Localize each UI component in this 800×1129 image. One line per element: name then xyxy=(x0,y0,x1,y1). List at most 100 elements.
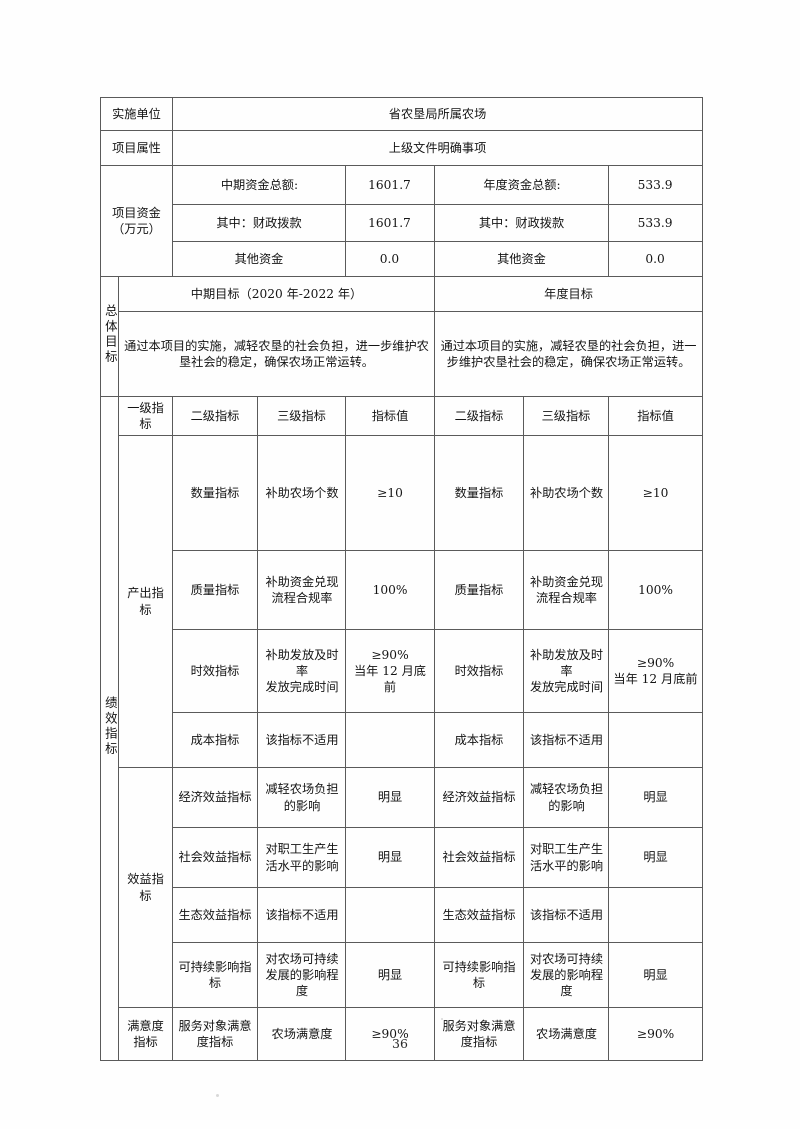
table-row-indicator: 满意度指标 服务对象满意度指标 农场满意度 ≥90% 服务对象满意度指标 农场满… xyxy=(101,1007,704,1061)
level1-satisfaction-label: 满意度指标 xyxy=(118,1007,173,1061)
year-level2: 社会效益指标 xyxy=(434,827,524,888)
mid-value: ≥10 xyxy=(345,435,435,551)
year-fiscal-value: 533.9 xyxy=(607,204,704,242)
mid-value: 明显 xyxy=(345,767,435,828)
header-level1: 一级指标 xyxy=(118,396,173,436)
project-attribute-label: 项目属性 xyxy=(100,130,173,166)
year-value xyxy=(607,712,704,768)
mid-goal-header: 中期目标（2020 年-2022 年） xyxy=(118,276,435,312)
mid-value xyxy=(345,887,435,943)
implementing-unit-value: 省农垦局所属农场 xyxy=(171,97,704,131)
table-row-indicator: 质量指标 补助资金兑现流程合规率 100% 质量指标 补助资金兑现流程合规率 1… xyxy=(101,550,704,630)
mid-value: 明显 xyxy=(345,942,435,1008)
project-funds-label-line1: 项目资金 xyxy=(112,205,161,220)
year-level3: 补助发放及时率 发放完成时间 xyxy=(523,629,609,713)
year-level3: 该指标不适用 xyxy=(523,887,609,943)
year-level3: 农场满意度 xyxy=(523,1007,609,1061)
overall-goals-label-text: 总体目标 xyxy=(103,303,119,366)
page-number: 36 xyxy=(392,1036,408,1051)
table-row-indicator: 效益指标 经济效益指标 减轻农场负担的影响 明显 经济效益指标 减轻农场负担的影… xyxy=(101,767,704,1008)
year-level2: 时效指标 xyxy=(434,629,524,713)
implementing-unit-label: 实施单位 xyxy=(100,97,173,131)
mid-level2: 可持续影响指标 xyxy=(172,942,258,1008)
mid-other-value: 0.0 xyxy=(345,241,435,277)
mid-level3: 该指标不适用 xyxy=(257,887,346,943)
performance-indicators-label: 绩效指标 xyxy=(100,396,119,1061)
scan-speck xyxy=(441,1018,443,1020)
header-mid-level3: 三级指标 xyxy=(257,396,346,436)
year-level2: 成本指标 xyxy=(434,712,524,768)
mid-level2: 经济效益指标 xyxy=(172,767,258,828)
year-level3: 补助资金兑现流程合规率 xyxy=(523,550,609,630)
year-goal-header: 年度目标 xyxy=(433,276,704,312)
year-level2: 数量指标 xyxy=(434,435,524,551)
year-level2: 生态效益指标 xyxy=(434,887,524,943)
header-year-level2: 二级指标 xyxy=(434,396,524,436)
table-row-goals-body: 通过本项目的实施，减轻农垦的社会负担，进一步维护农垦社会的稳定，确保农场正常运转… xyxy=(101,311,704,397)
year-level2: 服务对象满意度指标 xyxy=(434,1007,524,1061)
mid-level3: 减轻农场负担的影响 xyxy=(257,767,346,828)
level1-benefit-label: 效益指标 xyxy=(118,767,173,1008)
table-row-funds-other: 其他资金 0.0 其他资金 0.0 xyxy=(101,241,704,277)
mid-level2: 服务对象满意度指标 xyxy=(172,1007,258,1061)
table-row-indicator: 生态效益指标 该指标不适用 生态效益指标 该指标不适用 xyxy=(101,887,704,943)
table-row-indicator: 时效指标 补助发放及时率 发放完成时间 ≥90% 当年 12 月底前 时效指标 … xyxy=(101,629,704,713)
header-mid-value: 指标值 xyxy=(345,396,435,436)
year-level2: 可持续影响指标 xyxy=(434,942,524,1008)
header-year-value: 指标值 xyxy=(607,396,704,436)
year-level3: 对职工生产生活水平的影响 xyxy=(523,827,609,888)
performance-indicators-label-text: 绩效指标 xyxy=(103,695,119,758)
year-level3: 补助农场个数 xyxy=(523,435,609,551)
scan-speck xyxy=(216,1094,219,1097)
year-goal-text: 通过本项目的实施，减轻农垦的社会负担，进一步维护农垦社会的稳定，确保农场正常运转… xyxy=(433,311,704,397)
year-level3: 减轻农场负担的影响 xyxy=(523,767,609,828)
mid-total-label: 中期资金总额: xyxy=(172,165,346,205)
table-row-indicator: 产出指标 数量指标 补助农场个数 ≥10 数量指标 补助农场个数 ≥10 xyxy=(101,435,704,768)
table-row-indicator: 可持续影响指标 对农场可持续发展的影响程度 明显 可持续影响指标 对农场可持续发… xyxy=(101,942,704,1008)
table-row-project-attribute: 项目属性 上级文件明确事项 xyxy=(100,130,704,166)
year-value: 明显 xyxy=(607,767,704,828)
mid-fiscal-label: 其中：财政拨款 xyxy=(172,204,346,242)
table-row-funds-total: 项目资金 （万元） 中期资金总额: 1601.7 年度资金总额: 533.9 xyxy=(100,165,704,277)
mid-value: ≥90% xyxy=(345,1007,435,1061)
table-row-indicator: 成本指标 该指标不适用 成本指标 该指标不适用 xyxy=(101,712,704,768)
year-level3: 该指标不适用 xyxy=(523,712,609,768)
mid-level3: 补助农场个数 xyxy=(257,435,346,551)
mid-level3: 对农场可持续发展的影响程度 xyxy=(257,942,346,1008)
year-level2: 质量指标 xyxy=(434,550,524,630)
level1-output-label: 产出指标 xyxy=(118,435,173,768)
table-row-indicator: 社会效益指标 对职工生产生活水平的影响 明显 社会效益指标 对职工生产生活水平的… xyxy=(101,827,704,888)
year-total-value: 533.9 xyxy=(607,165,704,205)
mid-fiscal-value: 1601.7 xyxy=(345,204,435,242)
year-value: ≥10 xyxy=(607,435,704,551)
mid-goal-text: 通过本项目的实施，减轻农垦的社会负担，进一步维护农垦社会的稳定，确保农场正常运转… xyxy=(118,311,435,397)
mid-level2: 生态效益指标 xyxy=(172,887,258,943)
table-row-indicator-header: 绩效指标 一级指标 二级指标 三级指标 指标值 二级指标 三级指标 指标值 xyxy=(100,396,704,1061)
year-value: ≥90% 当年 12 月底前 xyxy=(607,629,704,713)
mid-value: 100% xyxy=(345,550,435,630)
year-level2: 经济效益指标 xyxy=(434,767,524,828)
table-row-funds-fiscal: 其中：财政拨款 1601.7 其中：财政拨款 533.9 xyxy=(101,204,704,242)
header-year-level3: 三级指标 xyxy=(523,396,609,436)
table-row-implementing-unit: 实施单位 省农垦局所属农场 xyxy=(100,97,704,131)
year-other-value: 0.0 xyxy=(607,241,704,277)
mid-level2: 时效指标 xyxy=(172,629,258,713)
year-value: 明显 xyxy=(607,827,704,888)
year-value: 明显 xyxy=(607,942,704,1008)
mid-value: ≥90% 当年 12 月底前 xyxy=(345,629,435,713)
year-other-label: 其他资金 xyxy=(434,241,609,277)
mid-value: 明显 xyxy=(345,827,435,888)
project-attribute-value: 上级文件明确事项 xyxy=(171,130,704,166)
mid-total-value: 1601.7 xyxy=(345,165,435,205)
overall-goals-label: 总体目标 xyxy=(100,276,119,397)
header-mid-level2: 二级指标 xyxy=(172,396,258,436)
year-total-label: 年度资金总额: xyxy=(434,165,609,205)
mid-level3: 农场满意度 xyxy=(257,1007,346,1061)
mid-level3: 补助发放及时率 发放完成时间 xyxy=(257,629,346,713)
year-fiscal-label: 其中：财政拨款 xyxy=(434,204,609,242)
mid-level3: 补助资金兑现流程合规率 xyxy=(257,550,346,630)
mid-level3: 对职工生产生活水平的影响 xyxy=(257,827,346,888)
year-value: 100% xyxy=(607,550,704,630)
year-value xyxy=(607,887,704,943)
